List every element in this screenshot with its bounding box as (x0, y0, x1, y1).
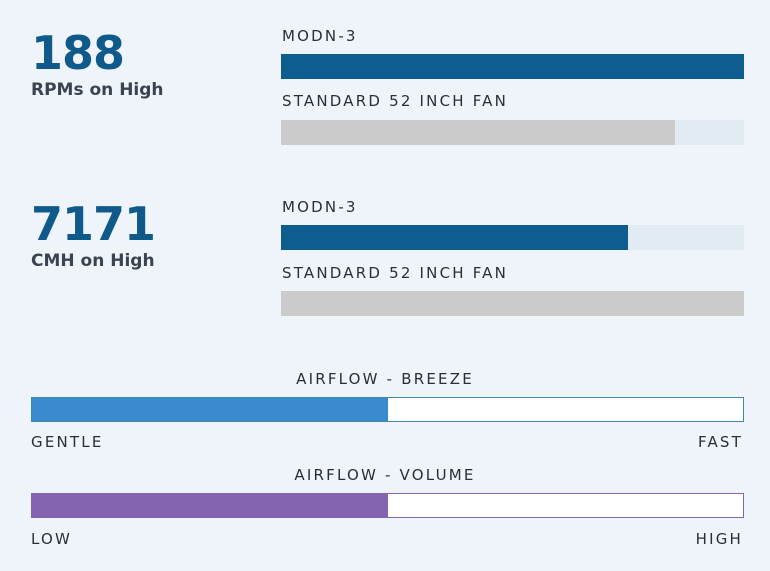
volume-scale-high-label: HIGH (695, 530, 743, 548)
cmh-modn-label: MODN-3 (282, 198, 358, 216)
breeze-scale-bar (31, 397, 744, 422)
rpm-label: RPMs on High (31, 80, 164, 100)
cmh-standard-label: STANDARD 52 INCH FAN (282, 264, 509, 282)
cmh-modn-bar (281, 225, 744, 250)
rpm-modn-bar-fill (281, 54, 744, 79)
rpm-modn-bar (281, 54, 744, 79)
rpm-value: 188 (31, 26, 125, 80)
rpm-modn-label: MODN-3 (282, 27, 358, 45)
rpm-standard-bar-fill (281, 120, 675, 145)
cmh-standard-bar (281, 291, 744, 316)
breeze-scale-high-label: FAST (698, 433, 743, 451)
volume-scale-bar (31, 493, 744, 518)
cmh-modn-bar-fill (281, 225, 629, 250)
rpm-standard-bar (281, 120, 744, 145)
rpm-standard-label: STANDARD 52 INCH FAN (282, 92, 509, 110)
cmh-label: CMH on High (31, 251, 155, 271)
cmh-standard-bar-fill (281, 291, 744, 316)
cmh-value: 7171 (31, 197, 156, 251)
breeze-scale-fill (32, 398, 388, 421)
rpm-stat: 188 RPMs on High (31, 28, 164, 100)
volume-scale-title: AIRFLOW - VOLUME (294, 466, 476, 484)
cmh-stat: 7171 CMH on High (31, 197, 156, 271)
breeze-scale-low-label: GENTLE (31, 433, 104, 451)
breeze-scale-title: AIRFLOW - BREEZE (296, 370, 474, 388)
volume-scale-fill (32, 494, 388, 517)
volume-scale-low-label: LOW (31, 530, 73, 548)
